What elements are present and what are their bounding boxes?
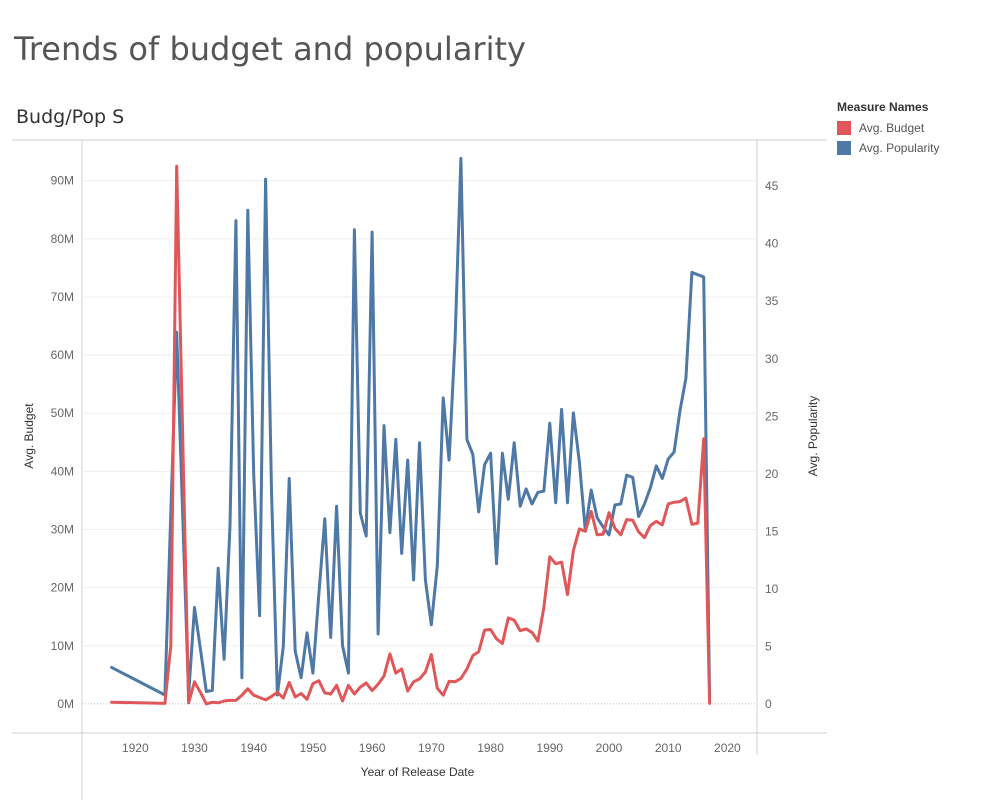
x-axis-title: Year of Release Date: [361, 765, 475, 779]
y-right-tick-label: 45: [765, 179, 779, 193]
y-left-tick-label: 80M: [51, 232, 74, 246]
gridlines: [82, 180, 757, 705]
legend-swatch-popularity: [837, 141, 851, 155]
y-right-tick-label: 20: [765, 467, 779, 481]
y-right-tick-label: 35: [765, 294, 779, 308]
y-right-tick-label: 5: [765, 640, 772, 654]
axis-ticks: 0M 10M 20M 30M 40M 50M 60M 70M 80M 90M 0 5 10 15 20 25 3…: [51, 174, 779, 755]
y-left-tick-label: 0M: [57, 697, 74, 711]
popularity-series-line[interactable]: [110, 156, 712, 699]
x-tick-label: 1920: [122, 741, 149, 755]
legend-label-budget: Avg. Budget: [859, 121, 925, 135]
legend-label-popularity: Avg. Popularity: [859, 141, 940, 155]
y-left-tick-label: 90M: [51, 174, 74, 188]
legend-item-budget[interactable]: Avg. Budget: [837, 118, 940, 138]
y-left-tick-label: 50M: [51, 406, 74, 420]
y-right-tick-label: 25: [765, 409, 779, 423]
x-tick-label: 1960: [359, 741, 386, 755]
y-left-tick-label: 40M: [51, 464, 74, 478]
y-axis-right-title: Avg. Popularity: [806, 396, 820, 477]
y-axis-left-title: Avg. Budget: [22, 403, 36, 469]
y-left-tick-label: 60M: [51, 348, 74, 362]
y-right-tick-label: 15: [765, 524, 779, 538]
budget-series-line[interactable]: [110, 164, 712, 706]
sheet-title: Budg/Pop S: [16, 106, 125, 128]
x-tick-label: 2010: [655, 741, 682, 755]
y-right-tick-label: 0: [765, 697, 772, 711]
y-left-tick-label: 70M: [51, 290, 74, 304]
x-tick-label: 1970: [418, 741, 445, 755]
x-tick-label: 2000: [596, 741, 623, 755]
legend-item-popularity[interactable]: Avg. Popularity: [837, 138, 940, 158]
chart-frame: [12, 139, 827, 800]
y-left-tick-label: 20M: [51, 581, 74, 595]
x-tick-label: 1990: [536, 741, 563, 755]
legend[interactable]: Measure Names Avg. Budget Avg. Popularit…: [837, 100, 940, 158]
y-left-tick-label: 10M: [51, 639, 74, 653]
x-tick-label: 2020: [714, 741, 741, 755]
x-tick-label: 1980: [477, 741, 504, 755]
y-left-tick-label: 30M: [51, 523, 74, 537]
y-right-tick-label: 30: [765, 352, 779, 366]
series-lines[interactable]: [110, 156, 712, 706]
y-right-tick-label: 40: [765, 237, 779, 251]
y-right-tick-label: 10: [765, 582, 779, 596]
x-tick-label: 1930: [181, 741, 208, 755]
legend-title: Measure Names: [837, 100, 929, 114]
legend-swatch-budget: [837, 121, 851, 135]
dashboard-title: Trends of budget and popularity: [14, 30, 526, 68]
x-tick-label: 1940: [240, 741, 267, 755]
x-tick-label: 1950: [300, 741, 327, 755]
